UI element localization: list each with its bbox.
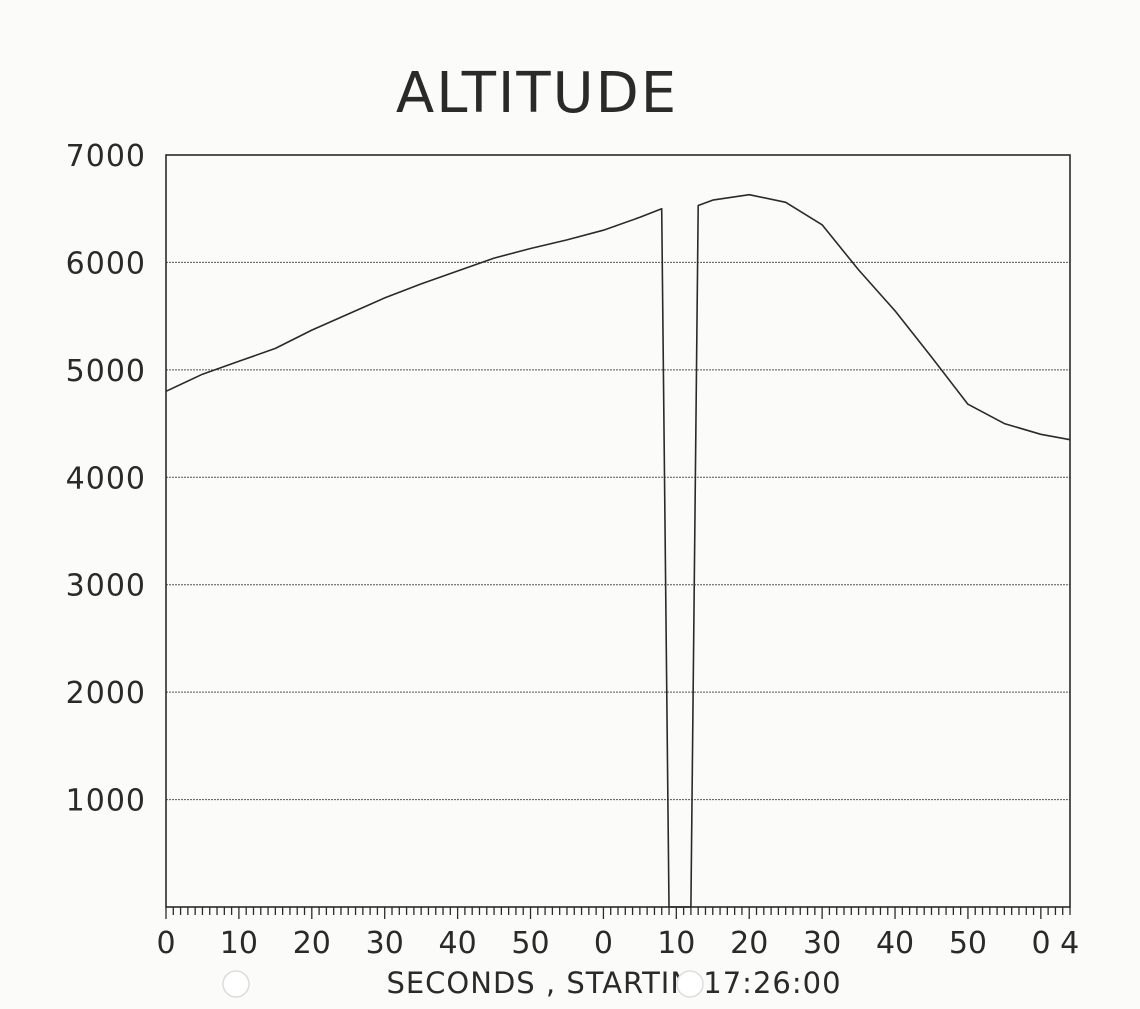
y-axis-tick-labels: 1000 2000 3000 4000 5000 6000 7000 [66,139,146,819]
x-tick-label: 0 [594,926,613,961]
chart-title: ALTITUDE [396,61,678,126]
x-axis-tick-labels: 0 10 20 30 40 50 0 10 20 30 40 50 0 4 [156,926,1079,961]
x-tick-label: 10 [657,926,695,961]
x-tick-label: 40 [876,926,914,961]
y-tick-label: 6000 [66,246,146,281]
x-tick-label: 50 [511,926,549,961]
x-tick-label: 0 4 [1032,926,1080,961]
y-tick-label: 4000 [66,461,146,496]
y-tick-label: 1000 [66,784,146,819]
x-axis-label: SECONDS , STARTIN 17:26:00 [386,966,841,1000]
x-tick-label: 20 [730,926,768,961]
x-tick-label: 30 [803,926,841,961]
y-tick-label: 2000 [66,676,146,711]
punch-hole-right [676,970,704,998]
altitude-series-line [165,193,1071,908]
punch-hole-left [222,970,250,998]
x-axis-minor-ticks [165,907,1071,919]
y-tick-label: 5000 [66,354,146,389]
x-tick-label: 30 [366,926,404,961]
x-tick-label: 40 [439,926,477,961]
y-tick-label: 7000 [66,139,146,174]
x-tick-label: 10 [220,926,258,961]
plot-frame [165,154,1071,908]
x-tick-label: 0 [156,926,175,961]
y-tick-label: 3000 [66,569,146,604]
grid-lines [166,261,1070,801]
x-tick-label: 50 [949,926,987,961]
x-tick-label: 20 [293,926,331,961]
